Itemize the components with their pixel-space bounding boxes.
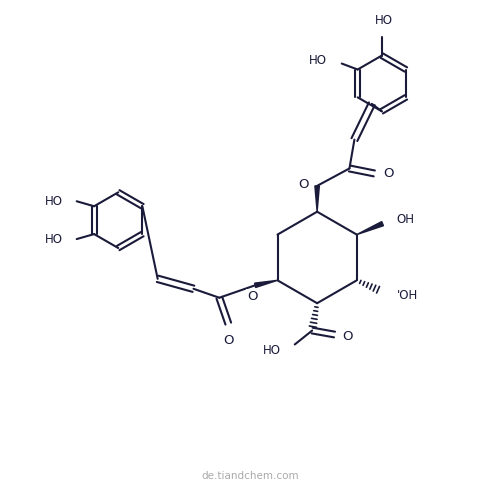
Text: HO: HO [263,344,281,357]
Text: HO: HO [376,14,394,26]
Text: HO: HO [46,232,64,245]
Text: O: O [223,334,234,346]
Polygon shape [356,222,384,234]
Text: de.tiandchem.com: de.tiandchem.com [201,471,299,481]
Text: O: O [342,330,352,343]
Text: 'OH: 'OH [396,288,418,302]
Polygon shape [315,186,320,212]
Text: OH: OH [396,213,414,226]
Text: HO: HO [309,54,327,67]
Polygon shape [254,280,278,287]
Text: O: O [298,178,308,192]
Text: O: O [384,167,394,180]
Text: O: O [248,290,258,302]
Text: HO: HO [46,195,64,208]
